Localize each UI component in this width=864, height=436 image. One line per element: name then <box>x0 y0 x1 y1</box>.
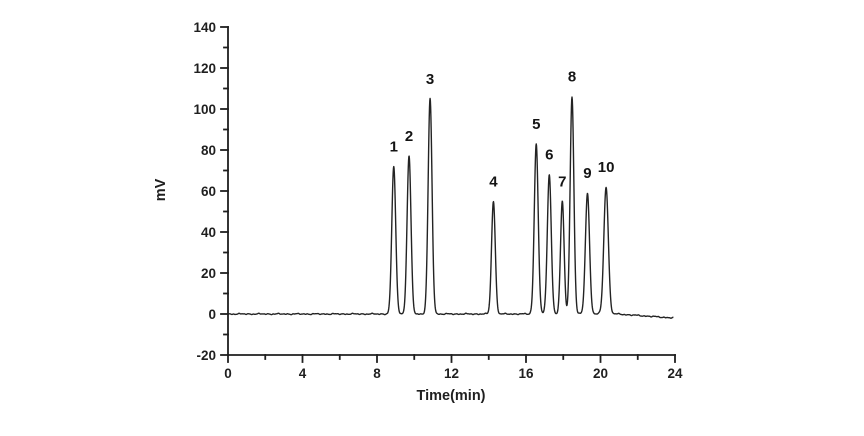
y-tick-label: 20 <box>201 266 216 281</box>
peak-label-2: 2 <box>405 128 413 145</box>
y-tick-label: 100 <box>193 102 216 117</box>
peak-label-3: 3 <box>426 71 434 88</box>
y-tick-label: 40 <box>201 225 216 240</box>
peak-label-6: 6 <box>545 147 553 164</box>
peak-label-7: 7 <box>558 173 566 190</box>
peak-label-9: 9 <box>583 165 591 182</box>
y-tick-label: -20 <box>196 348 216 363</box>
chromatogram-trace <box>228 96 674 319</box>
y-tick-label: 60 <box>201 184 216 199</box>
y-tick-label: 80 <box>201 143 216 158</box>
axis-lines <box>227 26 676 356</box>
y-tick-label: 0 <box>208 307 216 322</box>
peak-label-5: 5 <box>532 116 540 133</box>
peak-label-8: 8 <box>568 69 576 86</box>
y-axis-label: mV <box>153 178 169 202</box>
y-tick-label: 120 <box>193 61 216 76</box>
peak-label-4: 4 <box>489 173 498 190</box>
x-axis-label: Time(min) <box>416 388 486 404</box>
x-tick-label: 24 <box>667 366 683 381</box>
y-tick-label: 140 <box>193 20 216 35</box>
peak-label-1: 1 <box>390 138 398 155</box>
x-tick-label: 12 <box>444 366 459 381</box>
x-tick-label: 16 <box>518 366 534 381</box>
x-tick-label: 0 <box>224 366 232 381</box>
x-tick-label: 4 <box>299 366 307 381</box>
x-tick-label: 20 <box>593 366 608 381</box>
peak-label-10: 10 <box>598 159 615 176</box>
x-tick-label: 8 <box>373 366 381 381</box>
